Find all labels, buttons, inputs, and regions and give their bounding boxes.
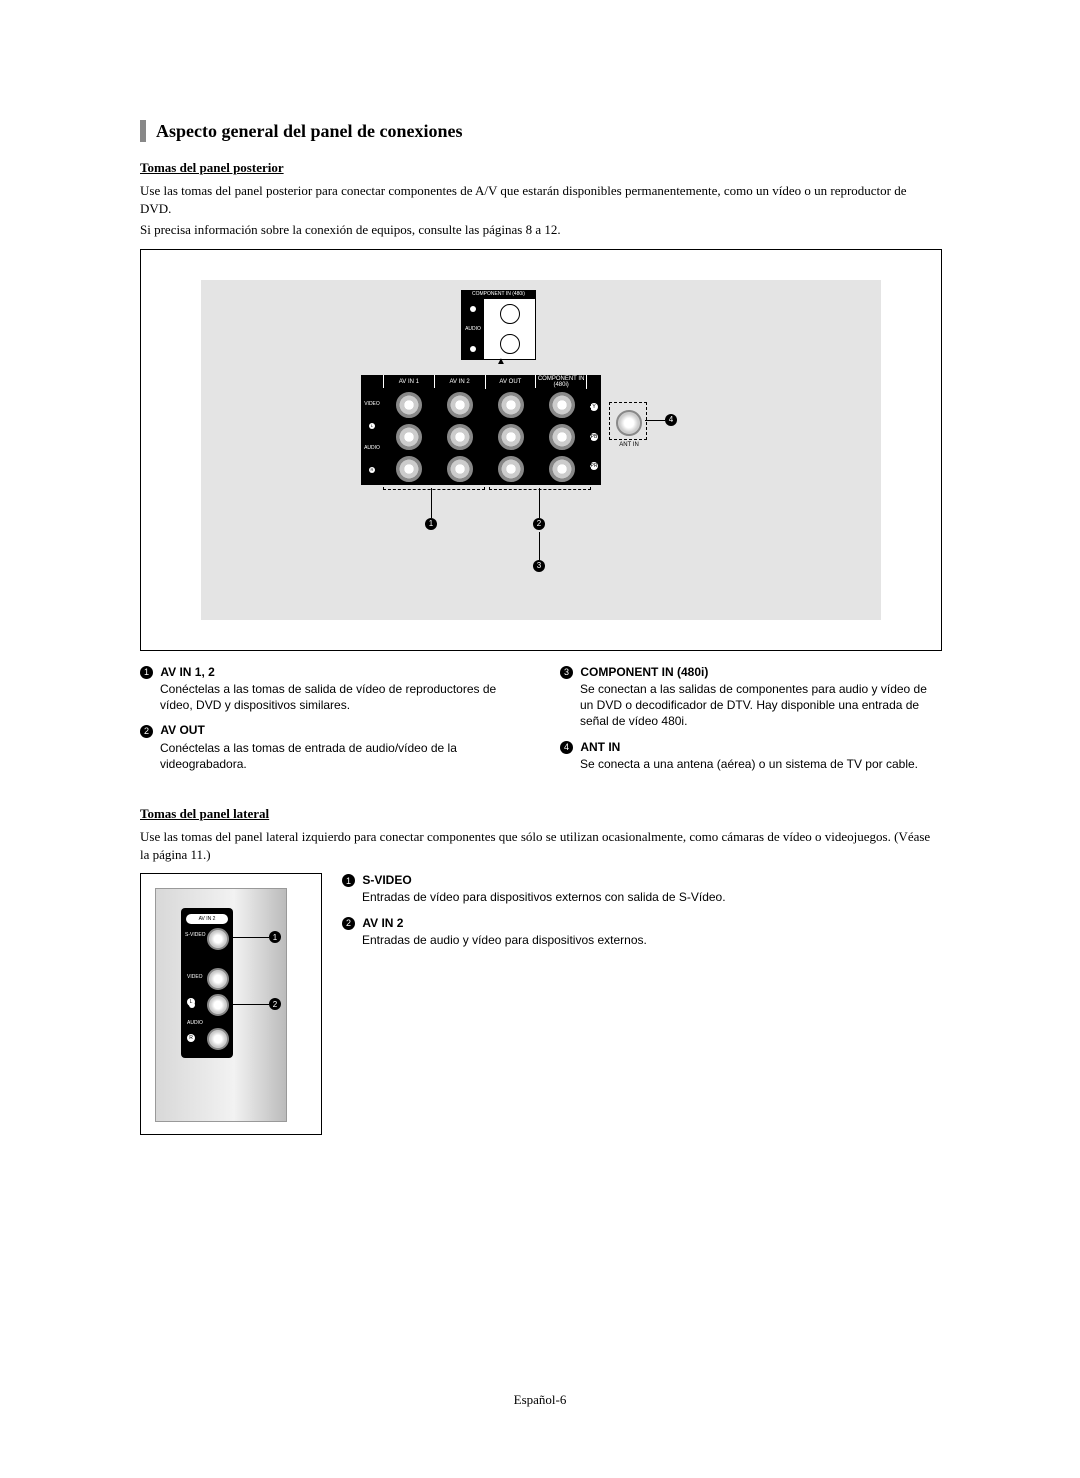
- callout-4: 4: [665, 414, 677, 426]
- rear-item-3-title: COMPONENT IN (480i): [580, 665, 708, 679]
- label-audio: AUDIO: [364, 445, 380, 451]
- side-heading: Tomas del panel lateral: [140, 806, 940, 822]
- rear-item-4: 4 ANT IN Se conecta a una antena (aérea)…: [560, 740, 940, 773]
- side-header-label: AV IN 2: [186, 914, 228, 924]
- rear-item-2: 2 AV OUT Conéctelas a las tomas de entra…: [140, 723, 520, 772]
- side-item-1: 1 S-VIDEO Entradas de vídeo para disposi…: [342, 873, 940, 906]
- side-item-1-title: S-VIDEO: [362, 873, 411, 887]
- label-pb: PB: [590, 433, 598, 441]
- leader-line: [539, 532, 540, 560]
- label-pr: PR: [590, 462, 598, 470]
- rear-intro-1: Use las tomas del panel posterior para c…: [140, 182, 940, 217]
- label-r: R: [369, 467, 375, 473]
- top-module-body: AUDIO: [461, 298, 536, 360]
- leader-line: [229, 937, 269, 938]
- item-number-icon: 1: [140, 666, 153, 679]
- callout-1: 1: [425, 518, 437, 530]
- callout-2: 2: [533, 518, 545, 530]
- label-video: VIDEO: [364, 401, 380, 407]
- side-descriptions: 1 S-VIDEO Entradas de vídeo para disposi…: [342, 873, 940, 1135]
- leader-line: [431, 488, 432, 518]
- leader-line: [645, 420, 665, 421]
- title-row: Aspecto general del panel de conexiones: [140, 120, 940, 142]
- panel-header-row: AV IN 1 AV IN 2 AV OUT COMPONENT IN (480…: [361, 375, 601, 389]
- side-label-video: VIDEO: [187, 974, 203, 980]
- rear-col-left: 1 AV IN 1, 2 Conéctelas a las tomas de s…: [140, 665, 520, 782]
- leader-line: [539, 488, 540, 518]
- title-accent-bar: [140, 120, 146, 142]
- rear-diagram: COMPONENT IN (480i) AUDIO ▲: [201, 280, 881, 620]
- top-module-jacks: [484, 299, 535, 359]
- header-avin1: AV IN 1: [384, 375, 435, 389]
- top-module-audio-label: AUDIO: [465, 326, 481, 332]
- rear-intro-2: Si precisa información sobre la conexión…: [140, 221, 940, 239]
- rear-item-3: 3 COMPONENT IN (480i) Se conectan a las …: [560, 665, 940, 730]
- rca-jack-icon: [500, 304, 520, 324]
- side-section: Tomas del panel lateral Use las tomas de…: [140, 806, 940, 1135]
- rear-col-right: 3 COMPONENT IN (480i) Se conectan a las …: [560, 665, 940, 782]
- dot-icon: [470, 346, 476, 352]
- header-avout: AV OUT: [486, 375, 537, 389]
- side-item-2-body: Entradas de audio y vídeo para dispositi…: [362, 932, 940, 948]
- rear-heading: Tomas del panel posterior: [140, 160, 940, 176]
- top-module-left: AUDIO: [462, 299, 484, 359]
- page-title: Aspecto general del panel de conexiones: [156, 121, 462, 142]
- rear-item-3-body: Se conectan a las salidas de componentes…: [580, 681, 940, 730]
- rear-diagram-frame: COMPONENT IN (480i) AUDIO ▲: [140, 249, 942, 651]
- rear-item-1: 1 AV IN 1, 2 Conéctelas a las tomas de s…: [140, 665, 520, 714]
- item-number-icon: 2: [342, 917, 355, 930]
- side-item-2: 2 AV IN 2 Entradas de audio y vídeo para…: [342, 916, 940, 949]
- dot-icon: [470, 306, 476, 312]
- rear-descriptions: 1 AV IN 1, 2 Conéctelas a las tomas de s…: [140, 665, 940, 782]
- ant-in-label: ANT IN: [616, 442, 642, 448]
- item-number-icon: 2: [140, 725, 153, 738]
- side-label-audio: AUDIO: [187, 1020, 203, 1026]
- rca-jack-icon: [207, 994, 229, 1016]
- header-spacer: [361, 375, 384, 389]
- svideo-jack-icon: [207, 928, 229, 950]
- dash-group-2: [489, 388, 591, 490]
- page-footer: Español-6: [0, 1392, 1080, 1408]
- side-item-1-body: Entradas de vídeo para dispositivos exte…: [362, 889, 940, 905]
- top-component-module: COMPONENT IN (480i) AUDIO: [461, 290, 536, 360]
- rear-item-4-title: ANT IN: [580, 740, 620, 754]
- top-module-label: COMPONENT IN (480i): [461, 290, 536, 298]
- content-area: Aspecto general del panel de conexiones …: [140, 120, 940, 1135]
- ant-in-block: ANT IN: [616, 410, 642, 448]
- rca-jack-icon: [500, 334, 520, 354]
- page: Aspecto general del panel de conexiones …: [0, 0, 1080, 1478]
- arrow-up-icon: ▲: [496, 356, 506, 367]
- side-label-svideo: S-VIDEO: [185, 932, 206, 938]
- item-number-icon: 4: [560, 741, 573, 754]
- rear-item-1-title: AV IN 1, 2: [160, 665, 214, 679]
- dash-group-1: [383, 388, 485, 490]
- callout-3: 3: [533, 560, 545, 572]
- rear-item-4-body: Se conecta a una antena (aérea) o un sis…: [580, 756, 940, 772]
- header-avin2: AV IN 2: [435, 375, 486, 389]
- side-intro: Use las tomas del panel lateral izquierd…: [140, 828, 940, 863]
- rear-item-2-body: Conéctelas a las tomas de entrada de aud…: [160, 740, 520, 772]
- label-y: Y: [590, 403, 598, 411]
- side-row: AV IN 2 S-VIDEO VIDEO L AUDIO R 1: [140, 873, 940, 1135]
- leader-line: [229, 1004, 269, 1005]
- side-diagram-frame: AV IN 2 S-VIDEO VIDEO L AUDIO R 1: [140, 873, 322, 1135]
- item-number-icon: 1: [342, 874, 355, 887]
- item-number-icon: 3: [560, 666, 573, 679]
- label-l: L: [369, 423, 375, 429]
- panel-left-labels: VIDEO L AUDIO R: [361, 389, 383, 485]
- rca-jack-icon: [207, 968, 229, 990]
- header-component: COMPONENT IN (480i): [536, 375, 587, 389]
- rca-jack-icon: [207, 1028, 229, 1050]
- rear-item-1-body: Conéctelas a las tomas de salida de víde…: [160, 681, 520, 713]
- rear-item-2-title: AV OUT: [160, 723, 204, 737]
- coax-jack-icon: [616, 410, 642, 436]
- side-item-2-title: AV IN 2: [362, 916, 403, 930]
- header-spacer: [587, 375, 601, 389]
